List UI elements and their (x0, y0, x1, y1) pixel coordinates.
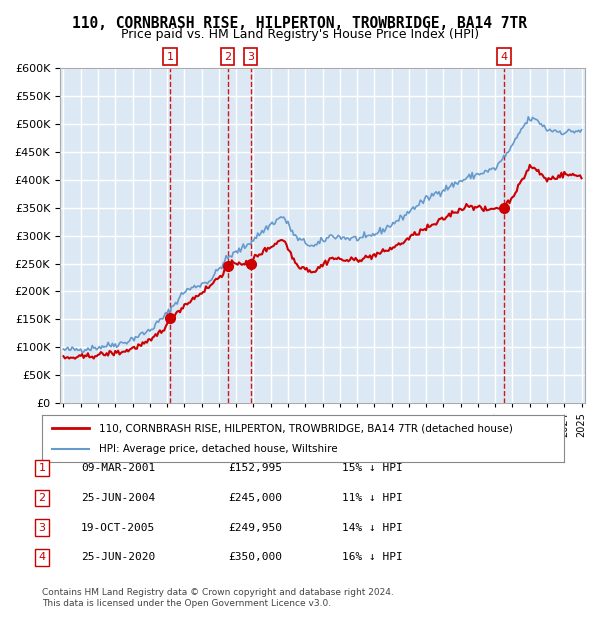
Text: Price paid vs. HM Land Registry's House Price Index (HPI): Price paid vs. HM Land Registry's House … (121, 28, 479, 41)
Text: 3: 3 (247, 51, 254, 61)
Text: HPI: Average price, detached house, Wiltshire: HPI: Average price, detached house, Wilt… (100, 444, 338, 454)
Text: 15% ↓ HPI: 15% ↓ HPI (342, 463, 403, 473)
Text: 4: 4 (500, 51, 508, 61)
Text: 1: 1 (166, 51, 173, 61)
Text: 1: 1 (38, 463, 46, 473)
Text: £245,000: £245,000 (228, 493, 282, 503)
Text: £152,995: £152,995 (228, 463, 282, 473)
Text: 3: 3 (38, 523, 46, 533)
Text: 09-MAR-2001: 09-MAR-2001 (81, 463, 155, 473)
Text: 110, CORNBRASH RISE, HILPERTON, TROWBRIDGE, BA14 7TR: 110, CORNBRASH RISE, HILPERTON, TROWBRID… (73, 16, 527, 30)
Text: 11% ↓ HPI: 11% ↓ HPI (342, 493, 403, 503)
Text: 16% ↓ HPI: 16% ↓ HPI (342, 552, 403, 562)
Text: Contains HM Land Registry data © Crown copyright and database right 2024.
This d: Contains HM Land Registry data © Crown c… (42, 588, 394, 608)
Text: 2: 2 (38, 493, 46, 503)
Text: 19-OCT-2005: 19-OCT-2005 (81, 523, 155, 533)
Text: 110, CORNBRASH RISE, HILPERTON, TROWBRIDGE, BA14 7TR (detached house): 110, CORNBRASH RISE, HILPERTON, TROWBRID… (100, 423, 513, 433)
Text: 14% ↓ HPI: 14% ↓ HPI (342, 523, 403, 533)
Text: 25-JUN-2004: 25-JUN-2004 (81, 493, 155, 503)
Text: 25-JUN-2020: 25-JUN-2020 (81, 552, 155, 562)
Text: £350,000: £350,000 (228, 552, 282, 562)
Text: 2: 2 (224, 51, 231, 61)
Text: 4: 4 (38, 552, 46, 562)
Text: £249,950: £249,950 (228, 523, 282, 533)
